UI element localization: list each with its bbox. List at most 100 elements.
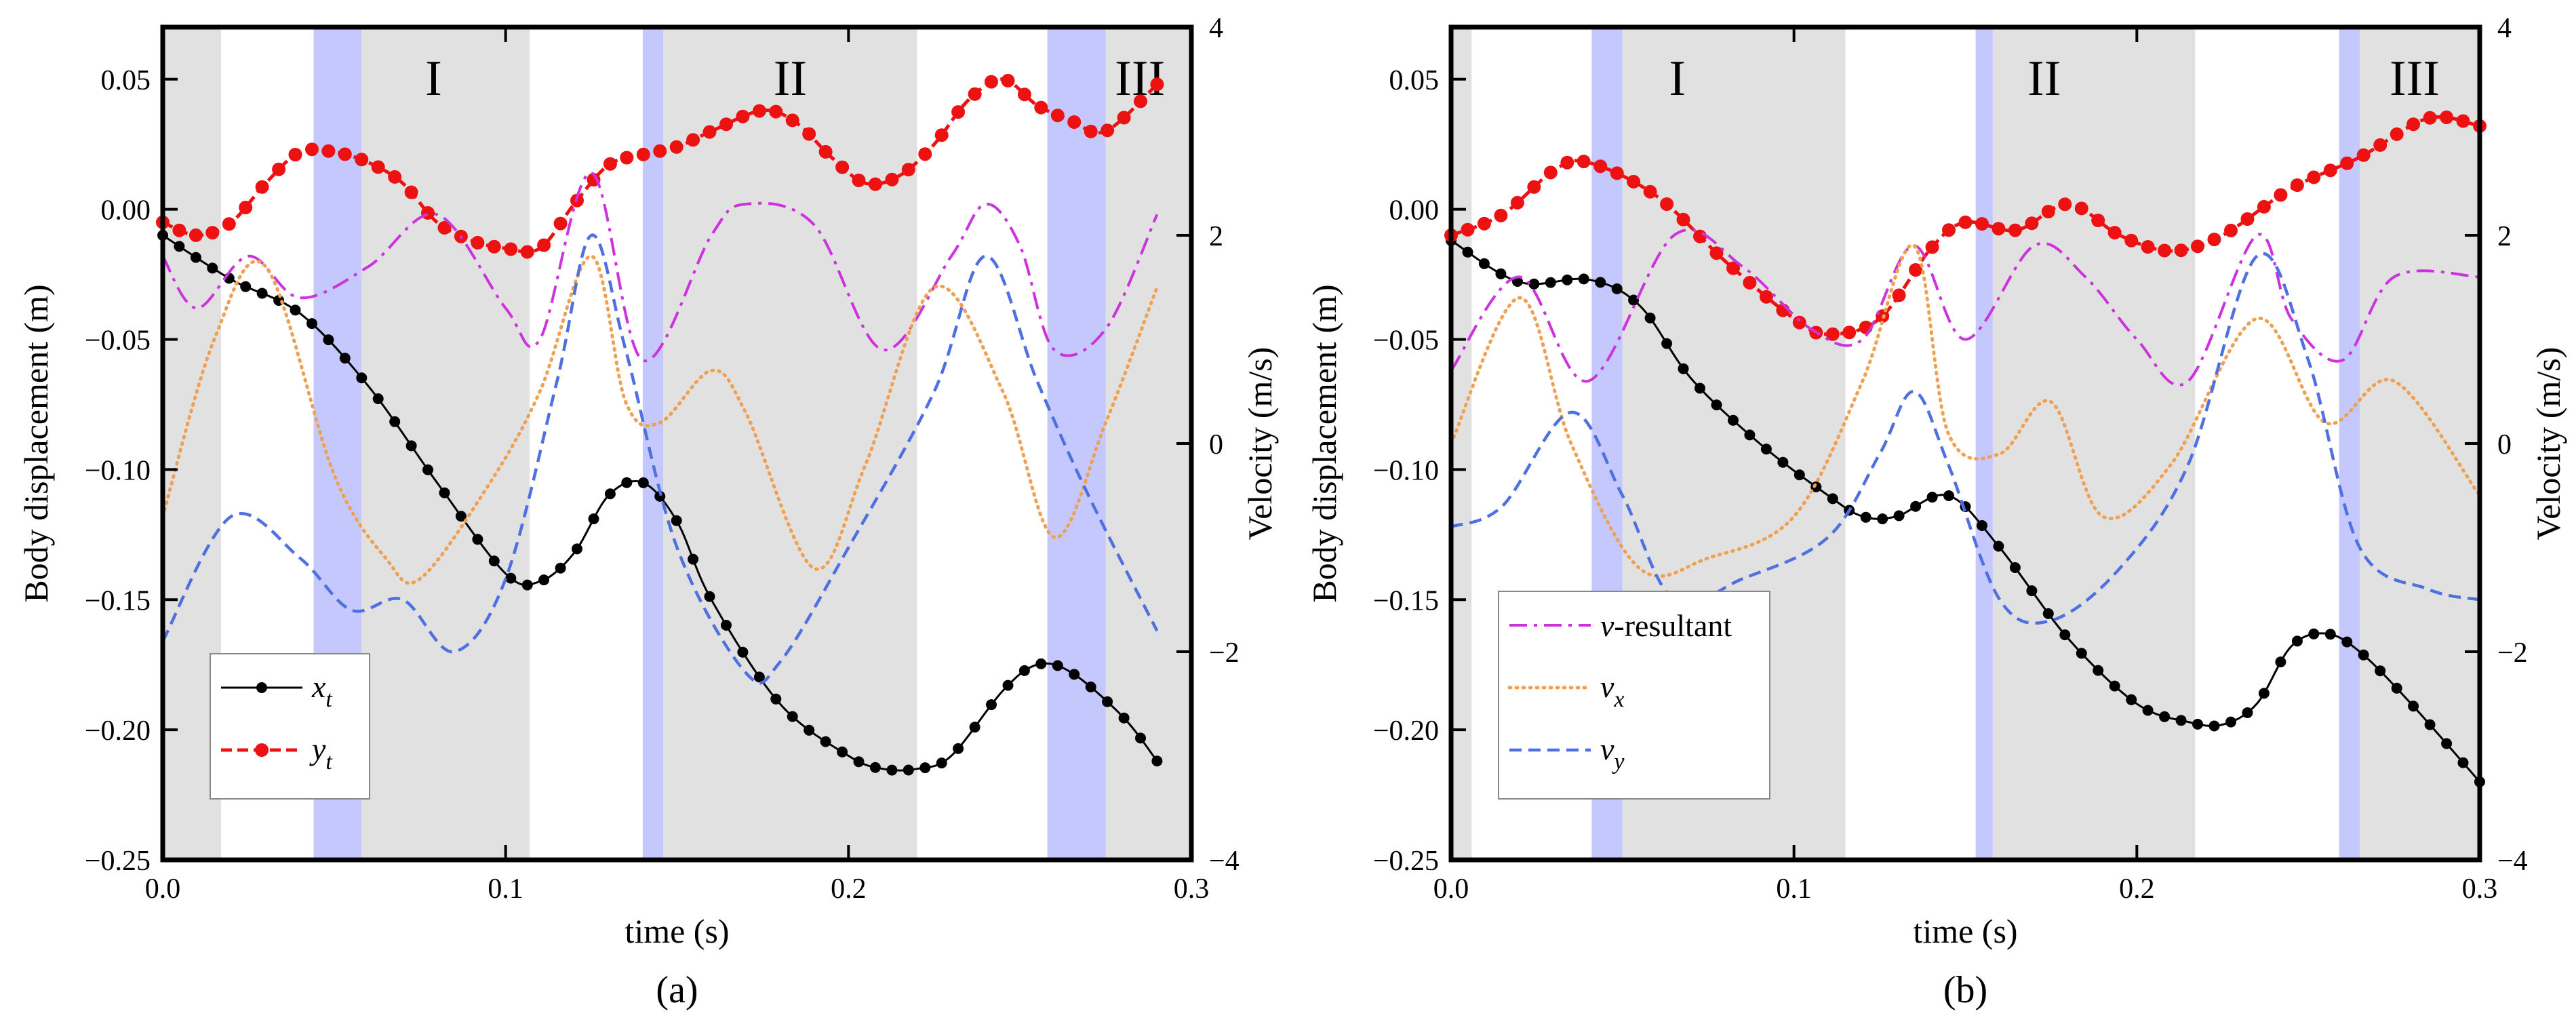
- gray-band: [663, 27, 917, 860]
- yt-marker: [2058, 197, 2072, 212]
- y-tick-label: 0.05: [1389, 65, 1440, 96]
- xt-marker: [969, 722, 980, 733]
- xt-marker: [207, 262, 218, 274]
- yt-marker: [2390, 127, 2404, 141]
- xt-marker: [837, 746, 848, 757]
- xt-marker: [721, 620, 732, 631]
- xt-marker: [323, 334, 334, 346]
- panel-label: (b): [1943, 969, 1987, 1011]
- xt-marker: [2258, 688, 2270, 699]
- xt-marker: [389, 416, 401, 427]
- phase-label: I: [1669, 51, 1686, 106]
- yt-marker: [2191, 239, 2204, 254]
- xt-marker: [2291, 635, 2303, 647]
- xt-marker: [2424, 719, 2436, 730]
- xt-marker: [1611, 283, 1623, 294]
- yt-marker: [172, 223, 186, 237]
- yt-marker: [1560, 155, 1574, 170]
- yt-marker: [487, 239, 501, 254]
- xt-marker: [1052, 660, 1063, 671]
- xt-marker: [2358, 649, 2369, 661]
- xt-marker: [439, 487, 450, 498]
- xt-marker: [1644, 312, 1656, 323]
- y2-axis-title: Velocity (m/s): [2529, 347, 2567, 540]
- xt-marker: [1877, 513, 1888, 525]
- xt-marker: [869, 762, 881, 773]
- legend-marker-xt: [256, 682, 267, 693]
- yt-marker: [1825, 327, 1840, 341]
- blue-band: [2339, 27, 2360, 860]
- xt-markers: [1446, 235, 2485, 787]
- y-axis-title: Body displacement (m): [17, 284, 55, 602]
- yt-markers: [1444, 111, 2486, 341]
- yt-marker: [653, 144, 667, 158]
- xt-marker: [753, 671, 765, 683]
- yt-marker: [520, 245, 534, 259]
- yt-marker: [2257, 199, 2271, 214]
- yt-marker: [371, 160, 385, 174]
- xt-marker: [2093, 665, 2104, 676]
- yt-marker: [603, 157, 617, 171]
- xt-marker: [2059, 629, 2071, 641]
- xt-marker: [637, 477, 649, 488]
- y2-tick-label: 0: [2497, 429, 2512, 460]
- xt-marker: [2142, 705, 2154, 716]
- x-tick-label: 0.0: [145, 873, 181, 905]
- yt-marker: [1975, 217, 1989, 231]
- xt-marker: [2208, 720, 2220, 732]
- yt-marker: [968, 87, 982, 101]
- yt-marker: [2025, 216, 2039, 231]
- yt-marker: [785, 113, 799, 127]
- yt-marker: [255, 180, 269, 194]
- xt-marker: [1777, 456, 1789, 468]
- yt-marker: [2340, 156, 2354, 170]
- phase-label: II: [774, 51, 807, 106]
- xt-marker: [986, 699, 997, 711]
- xt-marker: [1977, 520, 1987, 531]
- xt-marker: [770, 693, 782, 705]
- yt-marker: [985, 75, 998, 89]
- xt-marker: [422, 464, 433, 475]
- yt-marker: [1494, 208, 1508, 222]
- gray-band: [2360, 27, 2480, 860]
- v_resultant-line: [161, 171, 1159, 363]
- xt-marker: [1695, 382, 1705, 394]
- yt-marker: [2008, 223, 2022, 237]
- xt-marker: [190, 252, 201, 263]
- xt-marker: [671, 515, 682, 526]
- xt-marker: [1102, 696, 1113, 707]
- yt-marker: [1958, 215, 1973, 229]
- xt-marker: [1678, 363, 1689, 374]
- yt-marker: [868, 177, 882, 191]
- y2-tick-label: 2: [1209, 221, 1223, 252]
- y-tick-label: −0.10: [1373, 455, 1439, 486]
- panel-label: (a): [656, 969, 698, 1011]
- xt-marker: [2042, 608, 2054, 619]
- yt-marker: [1543, 165, 1558, 180]
- yt-marker: [1017, 87, 1031, 102]
- y2-tick-label: −2: [2497, 637, 2528, 669]
- yt-marker: [1792, 315, 1806, 330]
- xt-marker: [2159, 711, 2171, 722]
- yt-marker: [321, 144, 336, 158]
- xt-marker: [1661, 338, 1673, 349]
- yt-marker: [2290, 178, 2304, 192]
- y2-tick-label: 0: [1209, 429, 1223, 460]
- xt-marker: [1069, 669, 1080, 680]
- v_resultant-line: [1450, 228, 2480, 387]
- y2-tick-label: −4: [2497, 846, 2528, 877]
- yt-marker: [818, 144, 833, 159]
- xt-marker: [1760, 444, 1772, 455]
- x-tick-label: 0.1: [1776, 873, 1812, 905]
- xt-marker: [2275, 656, 2286, 668]
- xt-marker: [2175, 715, 2187, 726]
- yt-marker: [1726, 261, 1740, 275]
- yt-marker: [702, 125, 717, 139]
- yt-marker: [471, 235, 485, 250]
- yt-marker: [1034, 100, 1048, 115]
- xt-marker: [1628, 294, 1640, 306]
- xt-marker: [1478, 258, 1490, 269]
- vy-line: [1450, 252, 2480, 625]
